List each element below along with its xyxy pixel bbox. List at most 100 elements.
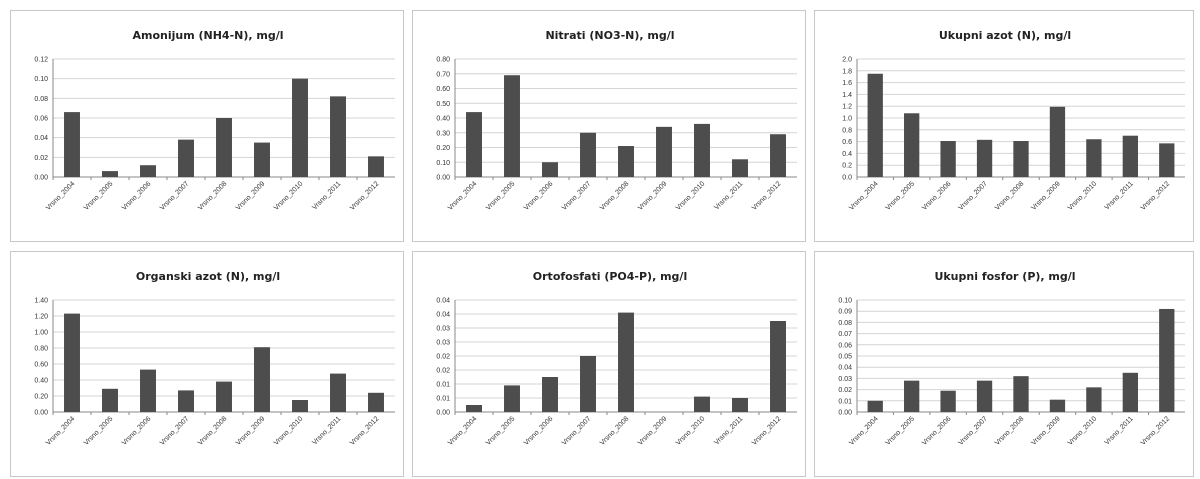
y-tick-label: 0.0 — [842, 175, 852, 182]
y-tick-label: 0.20 — [34, 394, 48, 401]
bar-vrsno-2008 — [1013, 141, 1029, 177]
y-tick-label: 0.12 — [34, 57, 48, 64]
y-tick-label: 1.2 — [842, 104, 852, 111]
bar-vrsno-2009 — [1049, 399, 1066, 412]
y-tick-label: 0.30 — [436, 130, 450, 137]
x-tick-label: Vrsno_2008 — [197, 415, 229, 447]
bar-vrsno-2006 — [940, 141, 956, 177]
x-tick-label: Vrsno_2007 — [561, 180, 593, 212]
y-tick-label: 0.80 — [436, 57, 450, 64]
y-tick-label: 0.50 — [436, 101, 450, 108]
bar-vrsno-2006 — [940, 390, 956, 412]
x-tick-label: Vrsno_2010 — [675, 415, 707, 447]
bar-vrsno-2012 — [770, 321, 786, 412]
chart-title: Amonijum (NH4-N), mg/l — [132, 29, 283, 42]
bar-vrsno-2007 — [580, 132, 596, 177]
bar-vrsno-2005 — [102, 171, 118, 177]
y-tick-label: 0.01 — [436, 382, 450, 389]
x-tick-label: Vrsno_2005 — [83, 415, 115, 447]
bar-vrsno-2008 — [216, 381, 232, 412]
chart-title: Ukupni fosfor (P), mg/l — [934, 270, 1075, 283]
chart-title: Ortofosfati (PO4-P), mg/l — [533, 270, 687, 283]
bar-vrsno-2006 — [140, 369, 156, 412]
bar-vrsno-2006 — [542, 162, 558, 177]
x-tick-label: Vrsno_2010 — [273, 415, 305, 447]
y-tick-label: 0.10 — [34, 76, 48, 83]
bar-vrsno-2008 — [1013, 376, 1029, 412]
bar-vrsno-2009 — [254, 347, 270, 412]
y-tick-label: 0.8 — [842, 127, 852, 134]
bar-vrsno-2007 — [976, 139, 993, 177]
bar-vrsno-2005 — [102, 388, 118, 412]
x-tick-label: Vrsno_2011 — [311, 415, 342, 446]
y-tick-label: 0.60 — [436, 86, 450, 93]
x-tick-label: Vrsno_2004 — [447, 180, 479, 212]
y-tick-label: 0.00 — [838, 410, 852, 417]
y-tick-label: 1.00 — [34, 330, 48, 337]
y-tick-label: 0.04 — [436, 298, 450, 305]
bar-vrsno-2010 — [694, 396, 710, 412]
chart-svg-nitrati: Nitrati (NO3-N), mg/l 0.00 0.10 0.20 0.30 0.… — [436, 29, 797, 212]
x-tick-label: Vrsno_2009 — [637, 180, 669, 212]
y-tick-label: 0.02 — [838, 387, 852, 394]
x-tick-label: Vrsno_2012 — [1140, 415, 1172, 447]
bar-vrsno-2012 — [368, 392, 384, 412]
y-tick-label: 0.02 — [436, 354, 450, 361]
x-tick-label: Vrsno_2006 — [121, 180, 153, 212]
x-tick-label: Vrsno_2007 — [561, 415, 593, 447]
bar-vrsno-2011 — [1122, 372, 1138, 412]
bar-vrsno-2009 — [656, 126, 672, 177]
x-tick-label: Vrsno_2007 — [958, 180, 990, 212]
bar-vrsno-2007 — [178, 139, 194, 177]
bar-vrsno-2012 — [770, 134, 786, 177]
bar-vrsno-2011 — [732, 398, 748, 412]
bar-vrsno-2012 — [1159, 143, 1175, 177]
bar-vrsno-2009 — [1049, 106, 1066, 177]
y-tick-label: 0.04 — [838, 365, 852, 372]
bar-vrsno-2004 — [64, 112, 80, 177]
y-tick-label: 0.07 — [838, 331, 852, 338]
y-tick-label: 1.0 — [842, 116, 852, 123]
bar-vrsno-2010 — [1086, 387, 1102, 412]
bar-vrsno-2005 — [904, 113, 920, 177]
chart-title: Ukupni azot (N), mg/l — [939, 29, 1071, 42]
x-tick-label: Vrsno_2004 — [45, 415, 77, 447]
y-tick-label: 0.03 — [436, 326, 450, 333]
bar-vrsno-2011 — [732, 159, 748, 177]
x-tick-label: Vrsno_2011 — [1104, 180, 1135, 211]
y-tick-label: 0.6 — [842, 139, 852, 146]
bar-vrsno-2012 — [368, 156, 384, 177]
x-tick-label: Vrsno_2006 — [121, 415, 153, 447]
bar-vrsno-2012 — [1159, 308, 1175, 412]
y-tick-label: 0.60 — [34, 362, 48, 369]
y-tick-label: 0.01 — [436, 396, 450, 403]
bar-vrsno-2010 — [292, 400, 308, 412]
y-tick-label: 0.08 — [34, 96, 48, 103]
bar-vrsno-2007 — [580, 356, 596, 412]
chart-title: Nitrati (NO3-N), mg/l — [545, 29, 674, 42]
x-tick-label: Vrsno_2009 — [1030, 415, 1062, 447]
x-tick-label: Vrsno_2004 — [45, 180, 77, 212]
y-tick-label: 0.80 — [34, 346, 48, 353]
x-tick-label: Vrsno_2009 — [235, 415, 267, 447]
y-tick-label: 0.04 — [34, 135, 48, 142]
x-tick-label: Vrsno_2007 — [958, 415, 990, 447]
bar-vrsno-2010 — [1086, 139, 1102, 177]
y-tick-label: 2.0 — [842, 57, 852, 64]
chart-svg-amonijum: Amonijum (NH4-N), mg/l 0.00 0.02 0.04 0.06 0… — [34, 29, 395, 212]
bar-vrsno-2011 — [330, 373, 346, 412]
bar-vrsno-2005 — [904, 380, 920, 412]
chart-panel-ortofosfati: Ortofosfati (PO4-P), mg/l 0.00 0.01 0.01 0.… — [412, 251, 806, 477]
y-tick-label: 0.02 — [436, 368, 450, 375]
y-tick-label: 0.10 — [838, 298, 852, 305]
x-tick-label: Vrsno_2011 — [713, 415, 744, 446]
chart-panel-organski-azot: Organski azot (N), mg/l 0.00 0.20 0.40 0.60… — [10, 251, 404, 477]
bar-vrsno-2004 — [466, 405, 482, 412]
x-tick-label: Vrsno_2005 — [885, 180, 917, 212]
y-tick-label: 0.00 — [436, 410, 450, 417]
y-tick-label: 0.2 — [842, 163, 852, 170]
x-tick-label: Vrsno_2010 — [1067, 180, 1099, 212]
y-tick-label: 0.70 — [436, 71, 450, 78]
y-tick-label: 0.00 — [436, 175, 450, 182]
y-tick-label: 0.03 — [436, 340, 450, 347]
